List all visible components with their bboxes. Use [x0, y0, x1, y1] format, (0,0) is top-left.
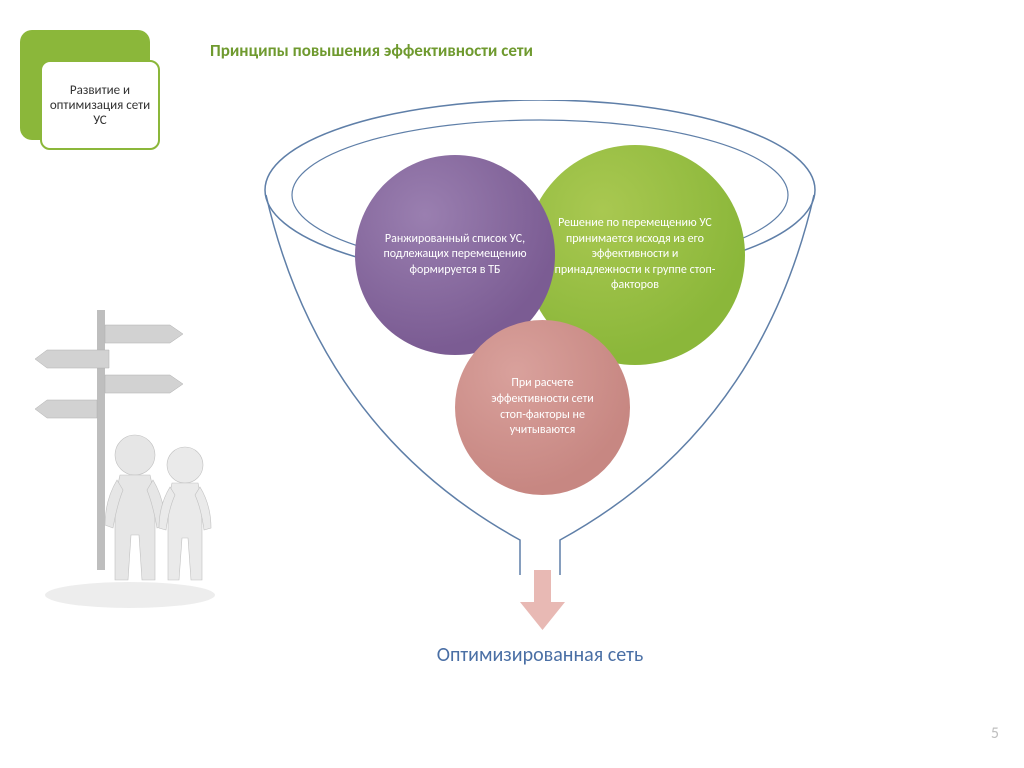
tag-label: Развитие и оптимизация сети УС	[48, 83, 152, 128]
circle-purple-text: Ранжированный список УС, подлежащих пере…	[377, 232, 533, 279]
result-label: Оптимизированная сеть	[390, 640, 690, 670]
circle-green-text: Решение по перемещению УС принимается ис…	[547, 216, 723, 294]
down-arrow-icon	[520, 570, 565, 630]
circle-red-text: При расчете эффективности сети стоп-факт…	[477, 376, 608, 438]
page-title: Принципы повышения эффективности сети	[210, 40, 533, 61]
page-number: 5	[991, 724, 999, 743]
signpost-figures-icon	[35, 300, 225, 610]
funnel-circle-red: При расчете эффективности сети стоп-факт…	[455, 320, 630, 495]
tag-box: Развитие и оптимизация сети УС	[40, 60, 160, 150]
